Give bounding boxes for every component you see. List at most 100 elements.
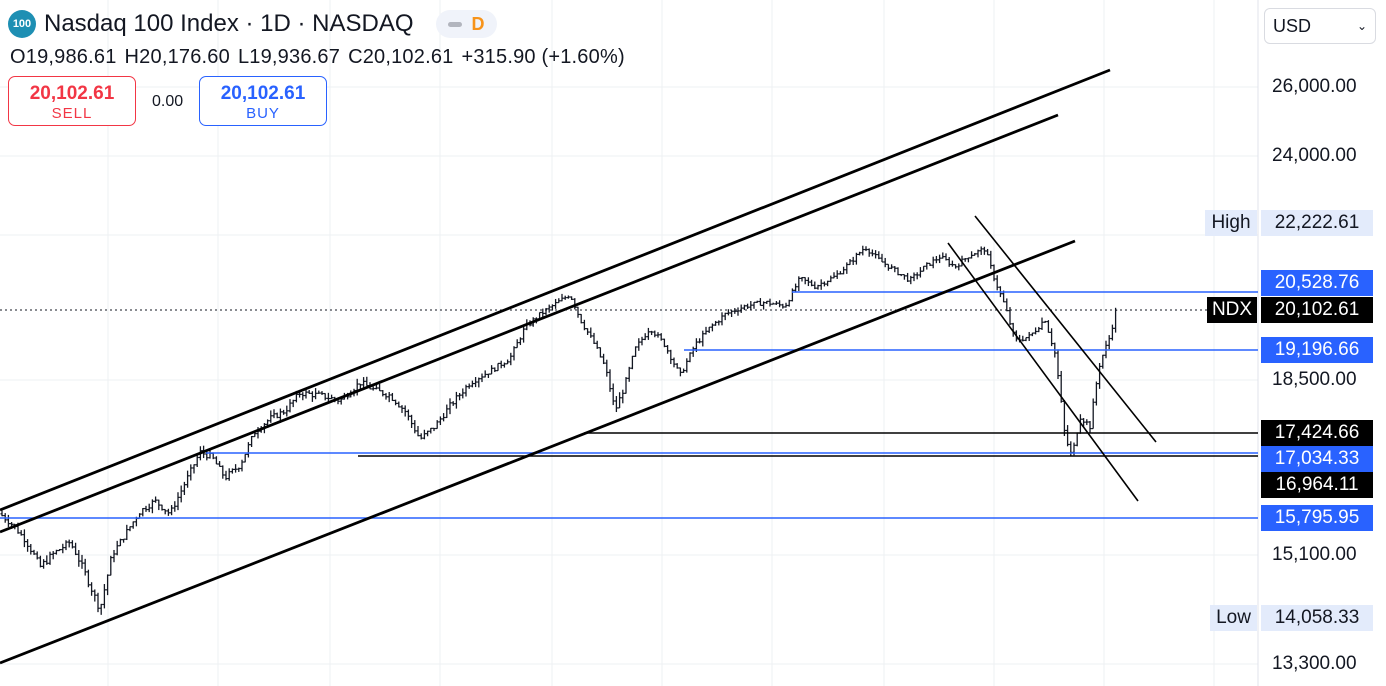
ohlc-bar: [902, 274, 906, 280]
ohlc-bar: [947, 257, 951, 267]
down-channel-lower-line: [947, 242, 1139, 502]
symbol-title[interactable]: Nasdaq 100 Index · 1D · NASDAQ: [44, 10, 414, 37]
axis-tick-label: 18,500.00: [1272, 369, 1357, 390]
level-tag-19196[interactable]: 19,196.66: [1261, 337, 1373, 363]
ohlc-bar: [854, 252, 858, 265]
ohlc-bar: [1107, 335, 1111, 350]
ohlc-bar: [1110, 324, 1114, 341]
channel-mid-line: [0, 113, 1059, 534]
ohlc-bar: [173, 501, 177, 512]
high-value: H20,176.60: [124, 46, 230, 68]
ohlc-bar: [496, 362, 500, 372]
ohlc-bar: [640, 336, 644, 346]
ohlc-bar: [826, 280, 830, 287]
ohlc-bar: [701, 330, 705, 347]
sell-button[interactable]: 20,102.61 SELL: [8, 76, 136, 126]
ohlc-bar: [246, 442, 250, 458]
ohlc-bar: [106, 574, 110, 596]
ohlc-bar: [432, 427, 436, 432]
ohlc-bar: [787, 299, 791, 307]
ohlc-bar: [378, 383, 382, 392]
level-tag-15795[interactable]: 15,795.95: [1261, 505, 1373, 531]
spread-value: 0.00: [152, 93, 184, 110]
ohlc-bar: [758, 298, 762, 307]
ohlc-bar: [86, 569, 90, 588]
ohlc-bar: [166, 508, 170, 516]
ohlc-bar: [93, 589, 97, 602]
ohlc-bar: [643, 333, 647, 341]
ohlc-bar: [179, 485, 183, 503]
ohlc-bar: [752, 301, 756, 309]
ohlc-bar: [314, 388, 318, 400]
ohlc-bar: [762, 301, 766, 310]
ohlc-bar: [77, 549, 81, 567]
ohlc-bar: [160, 504, 164, 511]
level-tag-20528[interactable]: 20,528.76: [1261, 270, 1373, 296]
ohlc-bar: [870, 249, 874, 257]
ohlc-bar: [570, 296, 574, 300]
ohlc-bar: [982, 246, 986, 255]
ohlc-bar: [858, 251, 862, 256]
ohlc-bar: [499, 360, 503, 369]
ohlc-bar: [1021, 335, 1025, 342]
grid: [0, 0, 1258, 686]
ohlc-bar: [1085, 419, 1089, 426]
ohlc-bar: [435, 420, 439, 430]
trendlines[interactable]: [0, 68, 1157, 665]
ohlc-bar: [899, 273, 903, 277]
ohlc-bar: [48, 551, 52, 565]
ohlc-bar: [733, 308, 737, 314]
ohlc-bar: [58, 548, 62, 552]
ohlc-bar: [480, 373, 484, 383]
ohlc-bar: [403, 405, 407, 417]
ohlc-bar: [189, 464, 193, 481]
ohlc-bar: [909, 275, 913, 285]
low-value: L19,936.67: [237, 46, 341, 68]
ohlc-bar: [550, 304, 554, 311]
ohlc-bar: [714, 320, 718, 326]
ohlc-bar: [989, 250, 993, 269]
currency-select[interactable]: USD ⌄: [1264, 8, 1376, 44]
ohlc-bar: [624, 377, 628, 394]
ohlc-bar: [659, 333, 663, 341]
ohlc-bar: [163, 508, 167, 515]
level-tag-17034[interactable]: 17,034.33: [1261, 446, 1373, 472]
ohlc-values: O19,986.61 H20,176.60 L19,936.67 C20,102.61…: [10, 46, 633, 69]
ohlc-bar: [589, 327, 593, 338]
horizontal-levels[interactable]: [0, 291, 1258, 519]
ohlc-bar: [794, 283, 798, 292]
ohlc-bar: [950, 260, 954, 267]
ohlc-bar: [307, 389, 311, 394]
ohlc-bar: [291, 399, 295, 408]
ohlc-bar: [323, 392, 327, 401]
ohlc-bars: [0, 245, 1118, 615]
ohlc-bar: [131, 521, 135, 529]
ohlc-bar: [646, 327, 650, 340]
ohlc-bar: [682, 368, 686, 373]
ohlc-bar: [819, 279, 823, 290]
ohlc-bar: [970, 251, 974, 259]
level-tag-17424[interactable]: 17,424.66: [1261, 420, 1373, 446]
market-status-pill[interactable]: D: [435, 10, 497, 38]
ohlc-bar: [662, 338, 666, 348]
ohlc-bar: [864, 246, 868, 252]
ohlc-bar: [672, 357, 676, 368]
ohlc-bar: [141, 507, 145, 517]
ohlc-bar: [170, 505, 174, 516]
ohlc-bar: [784, 302, 788, 308]
ohlc-bar: [544, 307, 548, 316]
buy-button[interactable]: 20,102.61 BUY: [199, 76, 327, 126]
ohlc-bar: [608, 369, 612, 392]
symbol-tag: NDX: [1207, 297, 1257, 323]
ohlc-bar: [240, 459, 244, 472]
ohlc-bar: [704, 326, 708, 335]
ohlc-bar: [154, 496, 158, 503]
ohlc-bar: [54, 549, 58, 555]
level-tag-16964[interactable]: 16,964.11: [1261, 472, 1373, 498]
ohlc-bar: [186, 470, 190, 488]
ohlc-bar: [656, 332, 660, 338]
ohlc-bar: [906, 272, 910, 282]
ohlc-bar: [912, 272, 916, 282]
ohlc-bar: [803, 276, 807, 285]
symbol-logo: 100: [8, 10, 36, 38]
